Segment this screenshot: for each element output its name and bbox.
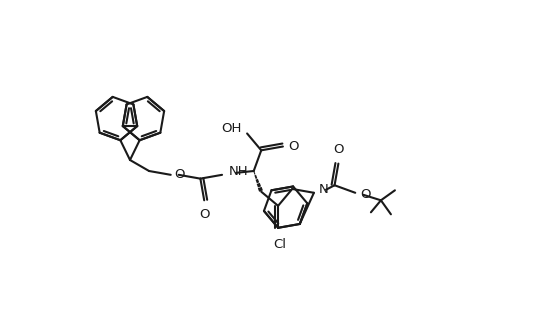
Text: O: O <box>288 140 299 153</box>
Text: O: O <box>360 188 371 201</box>
Text: O: O <box>333 143 344 156</box>
Text: O: O <box>199 208 210 221</box>
Text: N: N <box>319 183 329 196</box>
Text: NH: NH <box>229 165 249 178</box>
Text: O: O <box>175 168 185 181</box>
Text: Cl: Cl <box>273 238 287 251</box>
Text: OH: OH <box>222 122 242 135</box>
